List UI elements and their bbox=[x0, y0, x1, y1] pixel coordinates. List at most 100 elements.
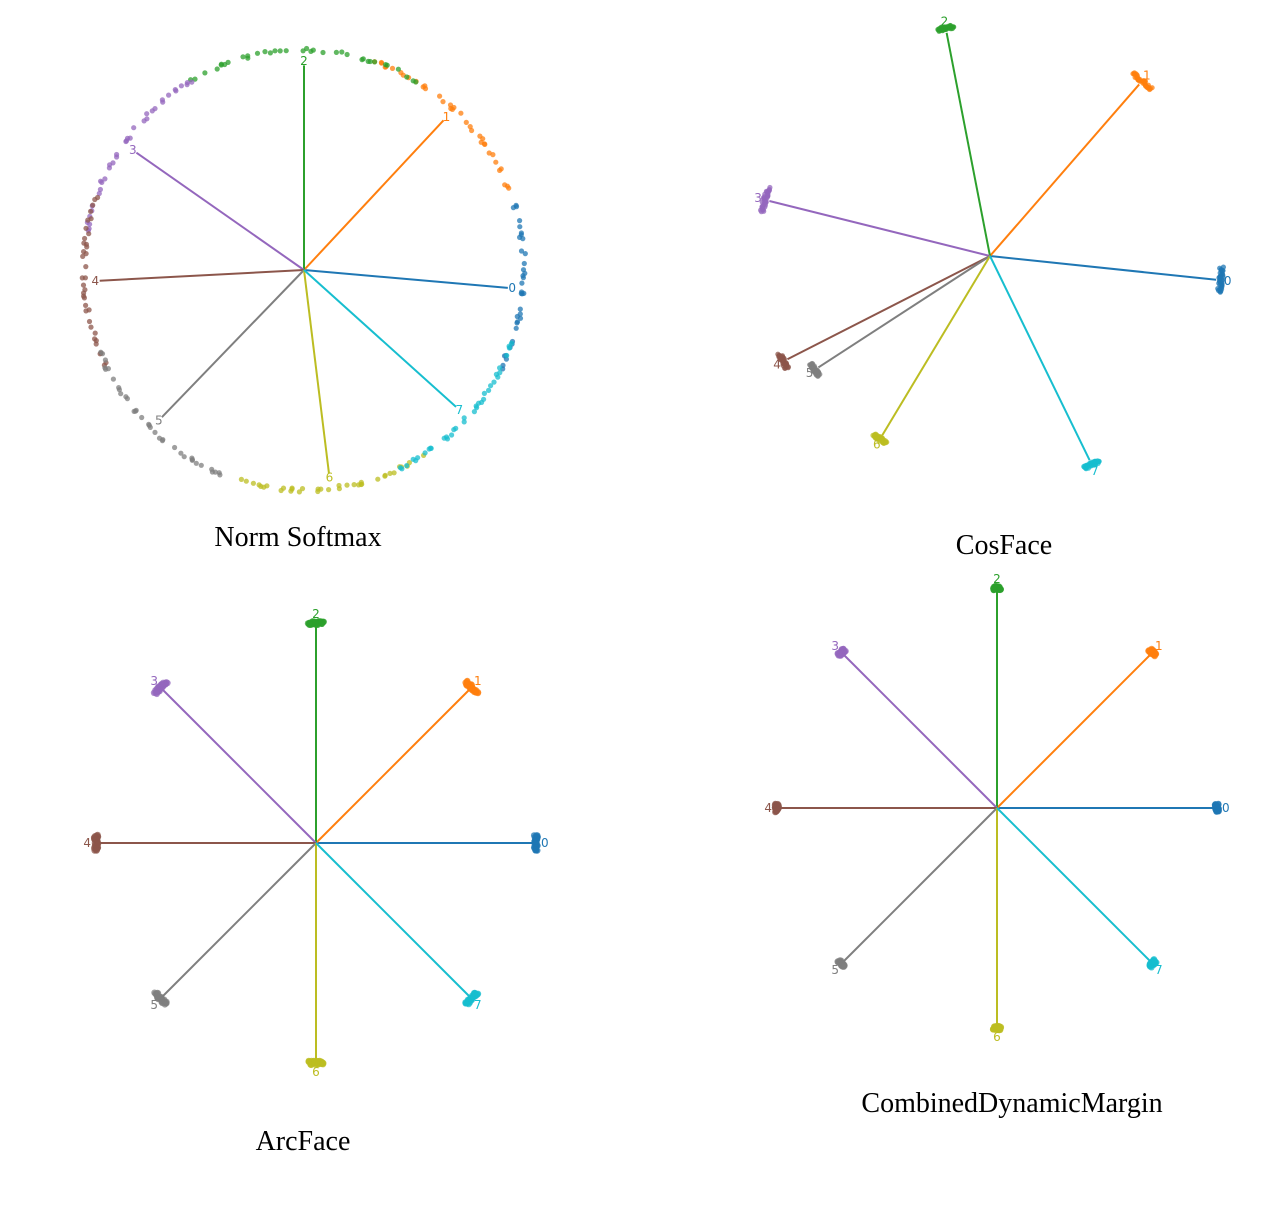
class-5-point bbox=[132, 408, 139, 414]
class-2-point bbox=[240, 54, 246, 60]
class-5-label: 5 bbox=[150, 998, 158, 1012]
class-1-mean-line bbox=[989, 83, 1140, 257]
class-6-point bbox=[326, 487, 332, 493]
class-7-point bbox=[495, 374, 501, 380]
class-6-point bbox=[336, 486, 342, 492]
class-1-point bbox=[449, 106, 455, 112]
class-6-point bbox=[358, 479, 364, 485]
class-4-label: 4 bbox=[91, 274, 99, 288]
class-1-mean-line bbox=[315, 688, 471, 844]
class-0-point bbox=[520, 273, 526, 279]
class-5-point bbox=[123, 394, 129, 400]
class-2-point bbox=[333, 49, 339, 56]
class-7-point bbox=[397, 465, 403, 471]
class-1-point bbox=[379, 60, 385, 66]
class-4-point bbox=[84, 244, 90, 250]
class-0-point bbox=[519, 280, 525, 286]
class-1-point bbox=[477, 133, 483, 139]
class-2-point bbox=[372, 59, 378, 65]
class-2-point bbox=[214, 66, 220, 72]
class-3-mean-line bbox=[769, 200, 991, 257]
class-7-point bbox=[453, 425, 459, 431]
class-5-mean-line bbox=[817, 255, 991, 369]
class-1-point bbox=[462, 679, 469, 686]
class-7-point bbox=[497, 370, 503, 376]
class-3-point bbox=[97, 186, 103, 193]
class-5-point bbox=[159, 438, 165, 444]
class-2-point bbox=[383, 62, 389, 68]
class-0-point bbox=[518, 248, 525, 254]
class-7-point bbox=[508, 340, 515, 346]
class-6-point bbox=[382, 472, 388, 478]
arcface-plot: 0 1 2 3 4 5 6 7 bbox=[83, 607, 548, 1079]
class-3-point bbox=[114, 154, 120, 160]
class-2-point bbox=[304, 620, 312, 627]
class-3-label: 3 bbox=[831, 639, 839, 653]
class-6-point bbox=[351, 482, 357, 488]
class-2-point bbox=[277, 48, 283, 54]
class-1-mean-line bbox=[996, 653, 1152, 809]
class-5-point bbox=[98, 349, 104, 355]
class-2-label: 2 bbox=[993, 572, 1001, 586]
class-3-point bbox=[106, 165, 112, 171]
class-1-point bbox=[469, 127, 475, 134]
class-7-point bbox=[444, 436, 451, 442]
class-4-point bbox=[83, 225, 89, 231]
class-6-point bbox=[320, 1059, 327, 1067]
class-3-point bbox=[144, 116, 150, 122]
class-1-label: 1 bbox=[1143, 69, 1151, 83]
class-3-point bbox=[835, 652, 842, 659]
arcface-caption: ArcFace bbox=[255, 1126, 351, 1157]
class-5-point bbox=[840, 963, 847, 970]
class-3-point bbox=[98, 178, 104, 184]
class-0-point bbox=[519, 289, 525, 295]
cosface-plot: 0 1 2 3 4 5 6 7 bbox=[754, 14, 1231, 477]
class-1-point bbox=[463, 119, 469, 125]
class-4-point bbox=[80, 282, 87, 288]
class-6-point bbox=[883, 440, 889, 446]
class-6-point bbox=[238, 476, 244, 482]
class-0-point bbox=[1220, 264, 1226, 270]
class-0-point bbox=[517, 306, 523, 312]
class-1-point bbox=[437, 93, 443, 99]
class-7-point bbox=[428, 445, 434, 451]
class-7-point bbox=[506, 345, 512, 351]
class-2-point bbox=[360, 56, 366, 62]
class-0-point bbox=[534, 832, 541, 839]
class-4-mean-line bbox=[99, 269, 305, 282]
class-0-point bbox=[517, 311, 523, 317]
panel-norm-softmax: 0 1 2 3 4 5 6 7 Norm Softmax bbox=[0, 0, 640, 580]
class-3-point bbox=[178, 83, 184, 89]
class-3-point bbox=[152, 106, 158, 112]
class-5-point bbox=[815, 373, 821, 379]
class-6-point bbox=[344, 482, 350, 488]
class-2-point bbox=[272, 48, 278, 54]
class-5-point bbox=[189, 457, 195, 463]
class-5-point bbox=[161, 1001, 169, 1008]
class-3-point bbox=[150, 689, 158, 696]
class-7-point bbox=[474, 405, 480, 411]
class-4-point bbox=[81, 249, 87, 255]
class-5-point bbox=[139, 414, 145, 421]
class-6-point bbox=[391, 470, 397, 476]
class-2-point bbox=[413, 79, 419, 85]
panel-combined-dynamic-margin: 0 1 2 3 4 5 6 7 CombinedDynamicMargin bbox=[640, 572, 1279, 1227]
class-7-label: 7 bbox=[1155, 963, 1163, 977]
class-5-point bbox=[102, 357, 108, 363]
class-7-mean-line bbox=[303, 269, 457, 408]
class-3-point bbox=[144, 111, 150, 117]
panel-cosface: 0 1 2 3 4 5 6 7 CosFace bbox=[640, 0, 1279, 580]
class-0-mean-line bbox=[989, 255, 1217, 281]
class-4-point bbox=[88, 208, 94, 214]
class-0-point bbox=[518, 232, 524, 238]
class-5-point bbox=[178, 450, 184, 456]
class-4-label: 4 bbox=[764, 801, 772, 815]
class-5-mean-line bbox=[161, 842, 317, 998]
class-6-point bbox=[288, 488, 294, 494]
class-6-point bbox=[997, 1024, 1004, 1032]
class-6-point bbox=[315, 488, 321, 495]
class-3-point bbox=[173, 88, 179, 94]
class-7-point bbox=[413, 458, 419, 464]
class-4-point bbox=[80, 253, 86, 259]
class-2-point bbox=[283, 48, 289, 54]
